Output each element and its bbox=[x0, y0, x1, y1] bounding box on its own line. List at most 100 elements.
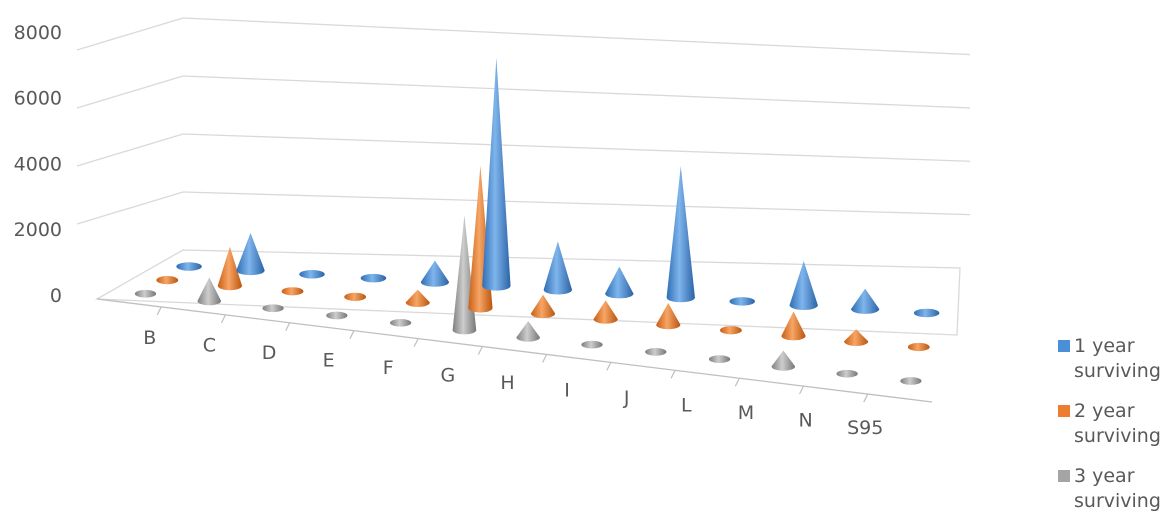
cone-2-J bbox=[656, 302, 681, 330]
cone-2-H bbox=[530, 294, 556, 319]
x-tick-mark bbox=[285, 322, 291, 332]
cone-1-E bbox=[360, 273, 387, 283]
cone-3-E bbox=[326, 311, 348, 320]
x-tick-mark bbox=[220, 314, 226, 324]
x-tick-label: M bbox=[738, 402, 754, 424]
cone-1-J bbox=[666, 165, 695, 303]
legend: 1 year surviving 2 year surviving 3 year surv… bbox=[1058, 335, 1161, 512]
cone-2-E bbox=[344, 292, 367, 301]
cone-base bbox=[156, 276, 179, 285]
x-tick-label: L bbox=[681, 395, 692, 417]
cone-body bbox=[420, 260, 450, 287]
gridline bbox=[182, 75, 971, 109]
cone-base bbox=[176, 262, 202, 271]
x-tick-label: D bbox=[262, 342, 277, 364]
cone-base bbox=[729, 297, 755, 306]
x-tick-label: G bbox=[441, 364, 456, 386]
cone-2-C bbox=[217, 246, 243, 291]
x-tick-mark bbox=[863, 393, 869, 403]
cone-body bbox=[197, 277, 222, 306]
x-tick-mark bbox=[606, 362, 612, 371]
cone-body bbox=[217, 246, 243, 291]
cone-body bbox=[593, 300, 618, 324]
gridline bbox=[182, 191, 971, 216]
gridline-side bbox=[76, 191, 184, 225]
cone-base bbox=[719, 326, 742, 335]
y-tick-label: 4000 bbox=[14, 153, 62, 175]
x-tick-mark bbox=[799, 385, 805, 395]
y-tick-label: 8000 bbox=[14, 22, 62, 44]
cone-base bbox=[913, 308, 940, 318]
cone-1-C bbox=[236, 232, 265, 276]
x-tick-label: F bbox=[383, 357, 394, 379]
x-tick-mark bbox=[349, 330, 355, 339]
x-axis-line bbox=[96, 298, 933, 403]
cone-base bbox=[900, 377, 922, 385]
x-tick-mark bbox=[734, 377, 740, 387]
cone-base bbox=[344, 292, 367, 301]
cone-body bbox=[850, 288, 880, 314]
x-tick-mark bbox=[413, 338, 419, 347]
cone-marks bbox=[134, 57, 940, 385]
x-tick-label: B bbox=[143, 327, 156, 349]
cone-1-I bbox=[605, 266, 634, 299]
gridlines bbox=[76, 17, 971, 225]
cone-3-L bbox=[708, 355, 731, 364]
x-tick-label: J bbox=[623, 387, 630, 409]
x-tick-mark bbox=[477, 346, 483, 355]
cone-1-B bbox=[176, 262, 202, 271]
cone-3-S95 bbox=[900, 377, 922, 385]
gridline-side bbox=[76, 75, 184, 109]
y-tick-label: 2000 bbox=[14, 219, 62, 241]
cone-body bbox=[781, 311, 806, 341]
gridline-side bbox=[76, 133, 184, 167]
legend-item: 3 year surviving bbox=[1058, 465, 1161, 512]
cone-2-F bbox=[405, 289, 430, 307]
cone-2-S95 bbox=[907, 342, 930, 352]
cone-1-S95 bbox=[913, 308, 940, 318]
cone-1-F bbox=[420, 260, 450, 287]
x-axis-ticks: B C D E F G H I J L M N S95 bbox=[143, 306, 883, 439]
cone-base bbox=[326, 311, 348, 320]
cone-base bbox=[581, 340, 603, 349]
cone-1-N bbox=[850, 288, 880, 314]
x-tick-label: C bbox=[203, 334, 216, 356]
x-tick-mark bbox=[670, 370, 676, 379]
cone-body bbox=[482, 57, 511, 291]
cone-body bbox=[844, 329, 869, 346]
cone-3-C bbox=[197, 277, 222, 306]
cone-1-H bbox=[543, 241, 573, 295]
cone-base bbox=[360, 273, 387, 283]
cone-2-B bbox=[156, 276, 179, 285]
x-tick-label: E bbox=[323, 349, 335, 371]
cone-2-I bbox=[593, 300, 618, 324]
cone-1-M bbox=[789, 260, 818, 310]
gridline bbox=[182, 17, 971, 56]
cone-1-G bbox=[482, 57, 511, 291]
y-tick-label: 0 bbox=[50, 285, 62, 307]
cone-body bbox=[605, 266, 634, 299]
x-tick-label: I bbox=[564, 380, 570, 402]
cone-body bbox=[236, 232, 265, 276]
x-tick-label: S95 bbox=[847, 417, 883, 439]
legend-swatch bbox=[1058, 470, 1070, 482]
cone-body bbox=[516, 321, 541, 342]
cone-base bbox=[708, 355, 731, 364]
cone-3-M bbox=[771, 350, 796, 371]
cone-body bbox=[666, 165, 695, 303]
cone-3-B bbox=[134, 289, 157, 298]
cone-3-D bbox=[262, 304, 284, 313]
legend-label: surviving bbox=[1074, 360, 1161, 382]
cone-1-L bbox=[729, 297, 755, 306]
x-tick-label: H bbox=[500, 372, 514, 394]
cone-base bbox=[134, 289, 157, 298]
cone-3-H bbox=[516, 321, 541, 342]
cone-body bbox=[405, 289, 430, 307]
cone-3-N bbox=[836, 369, 858, 378]
cone-body bbox=[789, 260, 818, 310]
cone-base bbox=[299, 270, 325, 279]
cone-body bbox=[530, 294, 556, 319]
cone-base bbox=[389, 318, 412, 327]
x-tick-mark bbox=[156, 306, 162, 316]
